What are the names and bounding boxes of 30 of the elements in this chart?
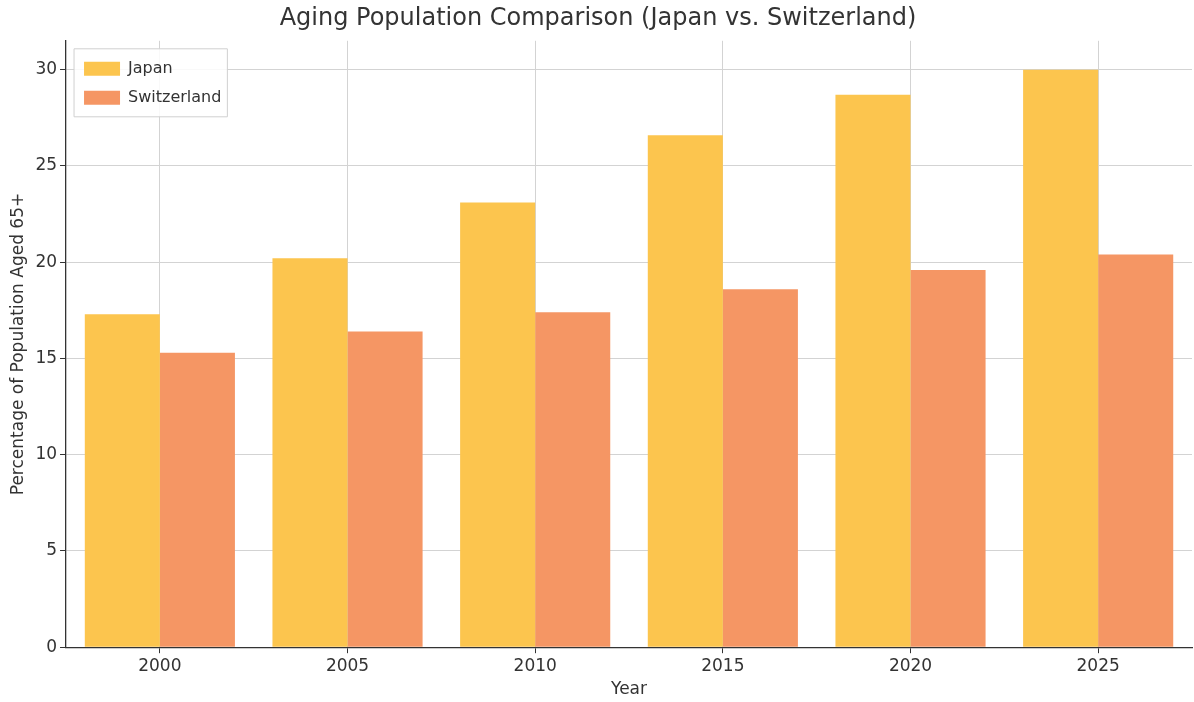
y-tick-label: 20: [35, 250, 58, 271]
x-tick-label: 2025: [1076, 654, 1120, 675]
x-tick-label: 2005: [325, 654, 370, 675]
bar: [535, 312, 611, 647]
legend-label: Switzerland: [128, 86, 222, 106]
bar: [347, 331, 423, 647]
bar: [272, 258, 348, 647]
y-tick-label: 15: [35, 346, 58, 367]
y-axis-title: Percentage of Population Aged 65+: [6, 192, 27, 496]
x-tick-label: 2015: [701, 654, 745, 675]
bar: [835, 94, 911, 647]
y-tick-label: 0: [46, 635, 58, 656]
y-tick-label: 25: [35, 154, 58, 175]
x-tick-label: 2010: [513, 654, 557, 675]
y-tick-label: 10: [35, 443, 58, 464]
chart-title: Aging Population Comparison (Japan vs. Switzerland): [279, 2, 917, 31]
y-tick-label: 30: [35, 58, 58, 79]
x-tick-label: 2020: [888, 654, 933, 675]
y-tick-label: 5: [46, 539, 58, 560]
bar: [1098, 254, 1174, 647]
bar: [84, 314, 160, 647]
bar: [159, 352, 235, 647]
legend-label: Japan: [127, 57, 173, 77]
bar: [910, 269, 986, 647]
x-tick-label: 2000: [138, 654, 182, 675]
bar: [1023, 69, 1099, 647]
x-axis-title: Year: [610, 678, 648, 699]
bar: [647, 135, 723, 647]
bar: [722, 289, 798, 647]
bar: [460, 202, 536, 647]
